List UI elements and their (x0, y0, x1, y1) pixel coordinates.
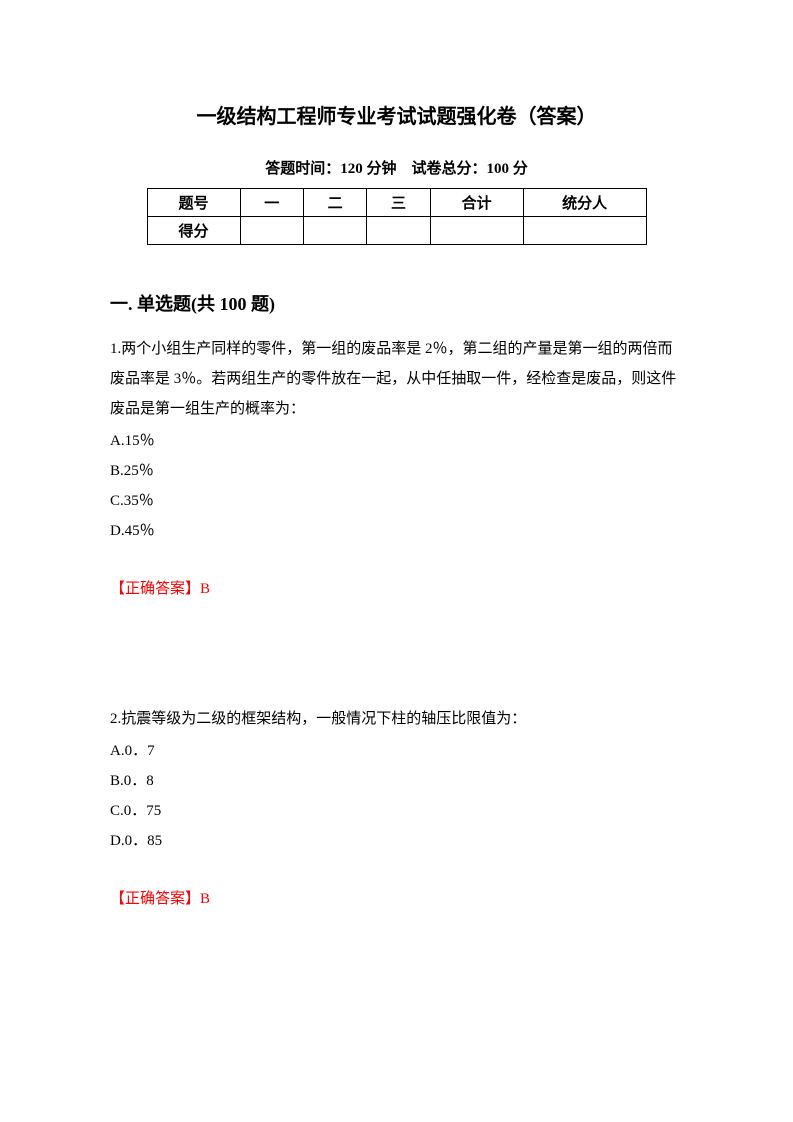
table-header-cell: 合计 (430, 189, 523, 217)
question-text: 1.两个小组生产同样的零件，第一组的废品率是 2％，第二组的产量是第一组的两倍而… (110, 334, 683, 424)
table-header-cell: 二 (303, 189, 366, 217)
table-cell (367, 217, 430, 245)
question-block: 2.抗震等级为二级的框架结构，一般情况下柱的轴压比限值为： A.0．7 B.0．… (110, 704, 683, 914)
section-title: 一. 单选题(共 100 题) (110, 290, 683, 316)
table-header-row: 题号 一 二 三 合计 统分人 (147, 189, 646, 217)
page-subtitle: 答题时间：120 分钟 试卷总分：100 分 (110, 157, 683, 178)
option-c: C.0．75 (110, 796, 683, 826)
table-header-cell: 统分人 (523, 189, 646, 217)
option-d: D.0．85 (110, 826, 683, 856)
table-cell (303, 217, 366, 245)
table-score-row: 得分 (147, 217, 646, 245)
page-title: 一级结构工程师专业考试试题强化卷（答案） (110, 100, 683, 129)
table-cell (430, 217, 523, 245)
correct-answer: 【正确答案】B (110, 884, 683, 914)
option-a: A.0．7 (110, 736, 683, 766)
option-b: B.25％ (110, 456, 683, 486)
table-header-cell: 题号 (147, 189, 240, 217)
question-text: 2.抗震等级为二级的框架结构，一般情况下柱的轴压比限值为： (110, 704, 683, 734)
table-header-cell: 三 (367, 189, 430, 217)
table-cell (523, 217, 646, 245)
score-table: 题号 一 二 三 合计 统分人 得分 (147, 188, 647, 245)
table-row-label: 得分 (147, 217, 240, 245)
question-block: 1.两个小组生产同样的零件，第一组的废品率是 2％，第二组的产量是第一组的两倍而… (110, 334, 683, 604)
option-a: A.15％ (110, 426, 683, 456)
option-d: D.45％ (110, 516, 683, 546)
table-cell (240, 217, 303, 245)
option-b: B.0．8 (110, 766, 683, 796)
table-header-cell: 一 (240, 189, 303, 217)
correct-answer: 【正确答案】B (110, 574, 683, 604)
option-c: C.35％ (110, 486, 683, 516)
